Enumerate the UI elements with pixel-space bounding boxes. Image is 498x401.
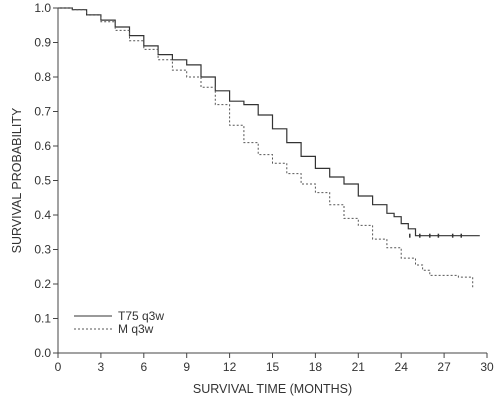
x-tick-label: 9 [183,360,190,374]
y-tick-label: 0.7 [34,105,51,119]
x-tick-label: 30 [480,360,494,374]
series-layer [58,7,480,290]
x-tick-label: 21 [352,360,366,374]
series-line-1 [58,7,480,237]
legend-label-1: T75 q3w [118,309,164,323]
y-tick-label: 0.3 [34,243,51,257]
x-axis-title: SURVIVAL TIME (MONTHS) [193,382,352,396]
y-tick-label: 0.4 [34,208,51,222]
axes: 0.0 0.1 0.2 0.3 0.4 0.5 0.6 0.7 0.8 0.9 1.0 0 3 6 9 12 1… [34,1,494,374]
y-tick-label: 0.0 [34,346,51,360]
y-tick-label: 0.8 [34,70,51,84]
y-tick-label: 0.2 [34,277,51,291]
x-tick-label: 18 [309,360,323,374]
x-tick-label: 12 [223,360,237,374]
y-tick-label: 0.6 [34,139,51,153]
x-tick-label: 24 [395,360,409,374]
x-tick-label: 15 [266,360,280,374]
y-tick-label: 0.1 [34,312,51,326]
x-tick-label: 27 [437,360,451,374]
x-tick-label: 6 [140,360,147,374]
y-tick-label: 0.5 [34,174,51,188]
x-tick-label: 0 [55,360,62,374]
y-tick-label: 0.9 [34,36,51,50]
series-line-2 [58,7,474,290]
y-axis-title: SURVIVAL PROBABILITY [10,107,24,253]
x-tick-label: 3 [98,360,105,374]
legend-label-2: M q3w [118,322,154,336]
y-tick-label: 1.0 [34,1,51,15]
